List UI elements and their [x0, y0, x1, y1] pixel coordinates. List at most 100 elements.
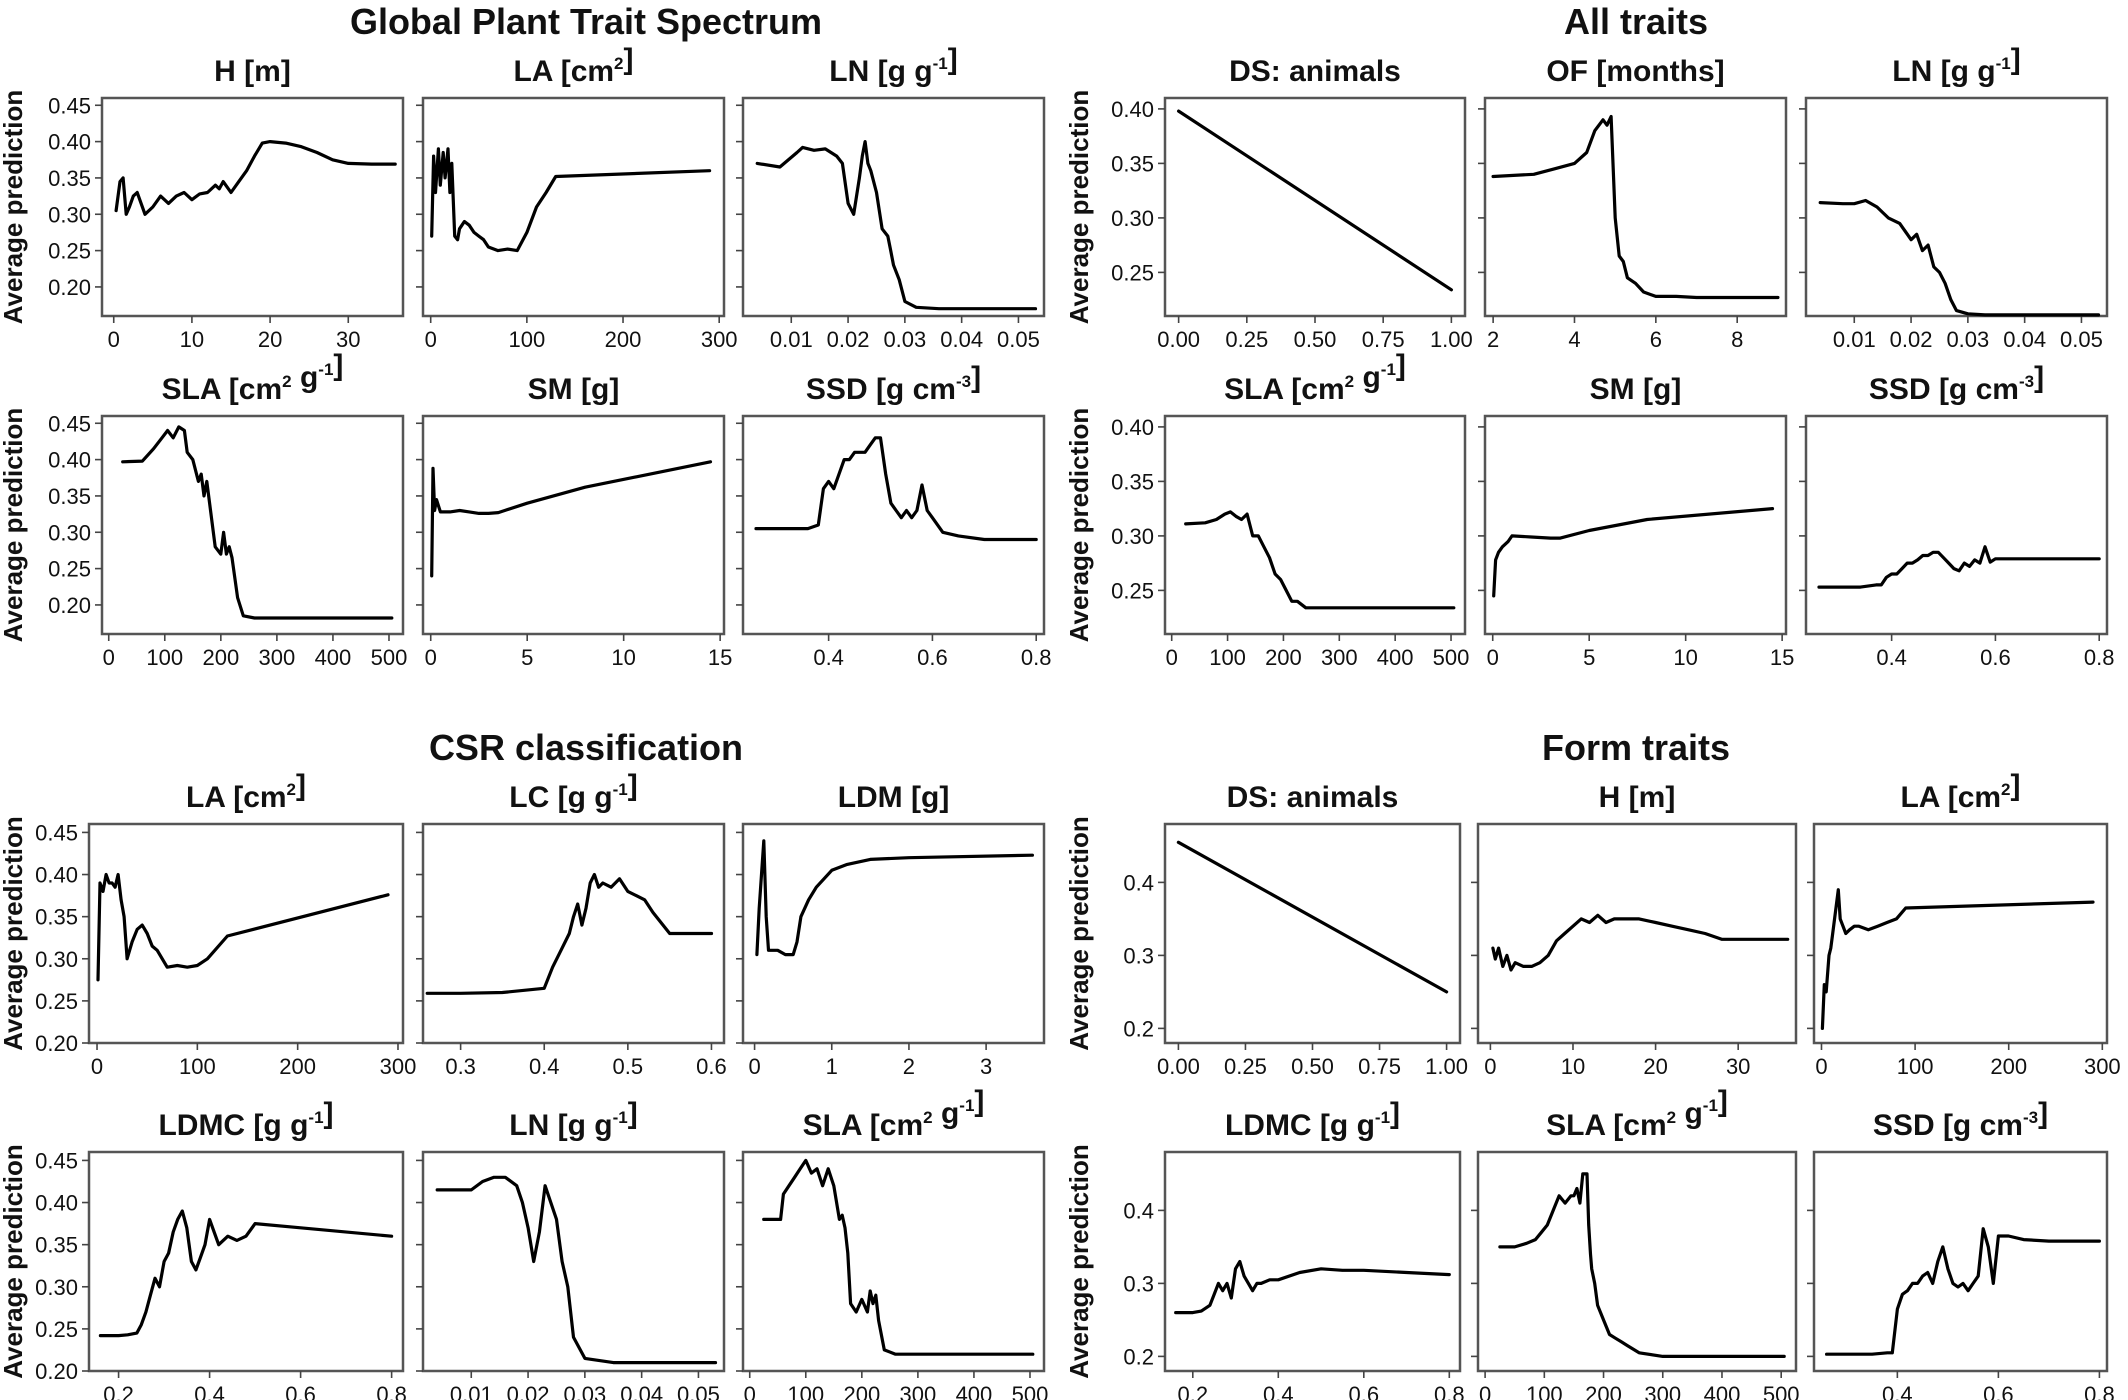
panel-frame	[1804, 414, 2109, 636]
panel-0: LA [cm2] 0 100 200 300 0.20 0.25 0.30 0.35 0.40 0.…	[35, 769, 416, 1079]
panel-frame	[1163, 822, 1462, 1045]
x-tick-label: 100	[1209, 645, 1246, 670]
x-tick-label: 2	[1487, 327, 1499, 352]
panel-title: SSD [g cm-3]	[1869, 361, 2044, 406]
x-tick-label: 0.01	[450, 1382, 493, 1400]
panel-title: SM [g]	[528, 373, 620, 406]
panel-0: DS: animals 0.00 0.25 0.50 0.75 1.00 0.25 0.30 0…	[1111, 55, 1473, 352]
x-tick-label: 0	[108, 327, 120, 352]
x-tick-label: 0.6	[917, 645, 948, 670]
series-line	[114, 140, 397, 216]
panel-0: DS: animals 0.00 0.25 0.50 0.75 1.00 0.2 0.3 0.4	[1123, 781, 1468, 1079]
x-tick-label: 100	[787, 1382, 824, 1400]
x-tick-label: 0.4	[1263, 1382, 1294, 1400]
y-axis-label: Average prediction	[1064, 816, 1094, 1051]
x-tick-label: 300	[1321, 645, 1358, 670]
y-tick-label: 0.40	[1111, 97, 1154, 122]
panel-frame	[741, 822, 1046, 1045]
y-tick-label: 0.2	[1123, 1344, 1154, 1369]
x-tick-label: 0	[1487, 645, 1499, 670]
panel-3: SLA [cm2 g-1] 0 100 200 300 400 500 0.25 0.30 0.3…	[1111, 349, 1469, 670]
y-tick-label: 0.45	[35, 1148, 78, 1173]
y-tick-label: 0.35	[1111, 151, 1154, 176]
x-tick-label: 0.01	[1833, 327, 1876, 352]
y-tick-label: 0.20	[35, 1031, 78, 1056]
series-line	[1174, 1259, 1451, 1315]
y-tick-label: 0.3	[1123, 943, 1154, 968]
x-tick-label: 0	[103, 645, 115, 670]
x-tick-label: 200	[1990, 1054, 2027, 1079]
series-line	[1820, 888, 2095, 1031]
panel-title: LA [cm2]	[513, 43, 633, 88]
y-tick-label: 0.25	[35, 1317, 78, 1342]
group-title: Form traits	[1542, 727, 1730, 768]
x-tick-label: 0.4	[529, 1054, 560, 1079]
panel-title: H [m]	[1599, 781, 1676, 814]
y-tick-label: 0.30	[48, 520, 91, 545]
x-tick-label: 0.25	[1224, 1054, 1267, 1079]
y-tick-label: 0.40	[48, 448, 91, 473]
group-title: CSR classification	[429, 727, 743, 768]
panel-4: SM [g] 0 5 10 15	[416, 373, 732, 670]
x-tick-label: 300	[2084, 1054, 2121, 1079]
y-axis-label: Average prediction	[1064, 1144, 1094, 1379]
panel-frame	[87, 1150, 405, 1373]
y-tick-label: 0.2	[1123, 1016, 1154, 1041]
x-tick-label: 0.4	[1882, 1382, 1913, 1400]
x-tick-label: 0.8	[2084, 1382, 2115, 1400]
series-line	[1176, 109, 1454, 292]
series-line	[1824, 1227, 2101, 1356]
x-tick-label: 0.75	[1358, 1054, 1401, 1079]
x-tick-label: 0.01	[770, 327, 813, 352]
x-tick-label: 0	[744, 1382, 756, 1400]
x-tick-label: 0.02	[1890, 327, 1933, 352]
x-tick-label: 300	[380, 1054, 417, 1079]
x-tick-label: 15	[708, 645, 732, 670]
x-tick-label: 100	[146, 645, 183, 670]
x-tick-label: 0.8	[2084, 645, 2115, 670]
series-line	[1817, 545, 2101, 589]
x-tick-label: 0.05	[997, 327, 1040, 352]
x-tick-label: 8	[1731, 327, 1743, 352]
x-tick-label: 0.6	[696, 1054, 727, 1079]
series-line	[1498, 1172, 1786, 1359]
panel-5: SSD [g cm-3] 0.4 0.6 0.8	[1807, 1097, 2115, 1400]
x-tick-label: 30	[1726, 1054, 1750, 1079]
y-tick-label: 0.20	[35, 1359, 78, 1384]
x-tick-label: 0	[1166, 645, 1178, 670]
x-tick-label: 500	[1763, 1382, 1800, 1400]
y-tick-label: 0.30	[35, 1275, 78, 1300]
y-axis-label: Average prediction	[1064, 408, 1094, 643]
panel-frame	[421, 1150, 726, 1373]
x-tick-label: 0.02	[827, 327, 870, 352]
x-tick-label: 0	[425, 327, 437, 352]
series-line	[425, 872, 714, 995]
x-tick-label: 200	[1585, 1382, 1622, 1400]
y-tick-label: 0.40	[35, 863, 78, 888]
x-tick-label: 2	[903, 1054, 915, 1079]
y-tick-label: 0.20	[48, 275, 91, 300]
series-line	[96, 872, 390, 982]
group-1: All traits Average prediction Average pred…	[1064, 1, 2115, 670]
y-tick-label: 0.30	[48, 202, 91, 227]
panel-2: LN [g g-1] 0.01 0.02 0.03 0.04 0.05	[1799, 43, 2109, 352]
panel-title: DS: animals	[1227, 781, 1399, 814]
x-tick-label: 30	[336, 327, 360, 352]
y-tick-label: 0.30	[1111, 524, 1154, 549]
panel-title: LN [g g-1]	[509, 1097, 637, 1142]
panel-1: H [m] 0 10 20 30	[1471, 781, 1798, 1079]
x-tick-label: 0	[748, 1054, 760, 1079]
x-tick-label: 0.6	[1983, 1382, 2014, 1400]
x-tick-label: 200	[843, 1382, 880, 1400]
group-0: Global Plant Trait Spectrum Average predi…	[0, 1, 1052, 670]
x-tick-label: 0.03	[883, 327, 926, 352]
series-line	[98, 1209, 394, 1338]
panel-frame	[87, 822, 405, 1045]
panel-1: LC [g g-1] 0.3 0.4 0.5 0.6	[416, 769, 727, 1079]
y-axis-label: Average prediction	[0, 408, 28, 643]
x-tick-label: 0.4	[194, 1382, 225, 1400]
y-tick-label: 0.35	[48, 484, 91, 509]
panel-title: H [m]	[214, 55, 291, 88]
x-tick-label: 200	[202, 645, 239, 670]
x-tick-label: 6	[1650, 327, 1662, 352]
